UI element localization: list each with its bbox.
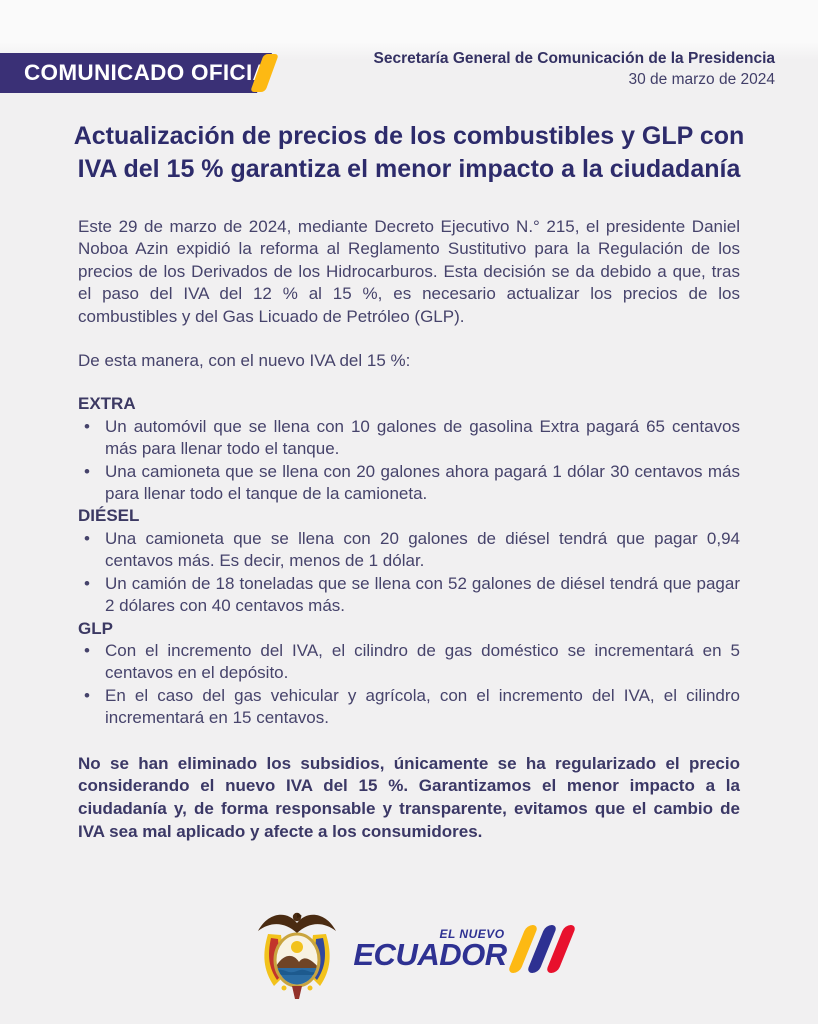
bullet-item-glp-2: En el caso del gas vehicular y agrícola,…: [78, 685, 740, 730]
logo-tricolor-stripes-icon: [506, 925, 577, 973]
document-header: COMUNICADO OFICIAL Secretaría General de…: [0, 0, 818, 96]
closing-paragraph: No se han eliminado los subsidios, única…: [78, 753, 740, 841]
leadin-paragraph: De esta manera, con el nuevo IVA del 15 …: [78, 351, 411, 371]
banner-ribbon: COMUNICADO OFICIAL: [0, 53, 272, 93]
bullet-item-extra-1: Un automóvil que se llena con 10 galones…: [78, 416, 740, 461]
section-extra-heading: EXTRA: [78, 394, 136, 414]
official-banner: COMUNICADO OFICIAL: [0, 53, 290, 93]
header-right-block: Secretaría General de Comunicación de la…: [374, 48, 775, 90]
header-date: 30 de marzo de 2024: [628, 71, 776, 88]
logo-wordmark: EL NUEVO ECUADOR: [353, 927, 507, 972]
bullet-item-glp-1: Con el incremento del IVA, el cilindro d…: [78, 640, 740, 685]
bullet-item-diesel-1: Una camioneta que se llena con 20 galone…: [78, 528, 740, 573]
el-nuevo-ecuador-logo: EL NUEVO ECUADOR: [353, 925, 577, 973]
document-footer: EL NUEVO ECUADOR: [0, 904, 818, 1006]
intro-paragraph: Este 29 de marzo de 2024, mediante Decre…: [78, 217, 740, 326]
section-glp-heading: GLP: [78, 618, 113, 638]
body-content: Este 29 de marzo de 2024, mediante Decre…: [78, 216, 740, 844]
section-diesel-heading: DIÉSEL: [78, 506, 140, 526]
header-org-name: Secretaría General de Comunicación de la…: [373, 50, 775, 67]
banner-label: COMUNICADO OFICIAL: [24, 60, 284, 85]
bullet-item-extra-2: Una camioneta que se llena con 20 galone…: [78, 461, 740, 506]
bullet-item-diesel-2: Un camión de 18 toneladas que se llena c…: [78, 573, 740, 618]
logo-el-nuevo-label: EL NUEVO: [439, 927, 505, 941]
section-glp: GLP Con el incremento del IVA, el cilind…: [78, 618, 740, 730]
section-extra: EXTRA Un automóvil que se llena con 10 g…: [78, 393, 740, 505]
ecuador-coat-of-arms-icon: [258, 912, 337, 999]
section-diesel: DIÉSEL Una camioneta que se llena con 20…: [78, 505, 740, 617]
logo-ecuador-label: ECUADOR: [353, 937, 507, 972]
page-title: Actualización de precios de los combusti…: [73, 122, 745, 183]
